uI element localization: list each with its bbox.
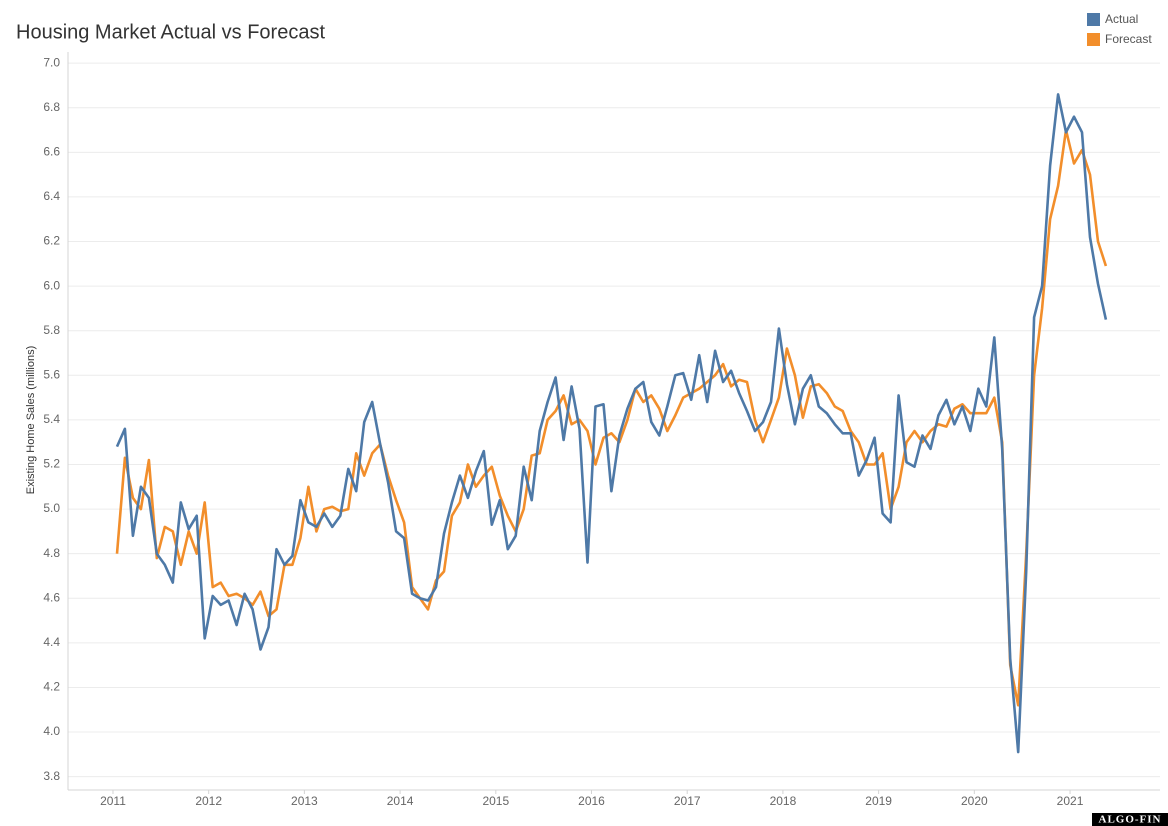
y-tick-label: 7.0 <box>43 55 60 69</box>
x-tick-label: 2012 <box>195 794 222 808</box>
x-tick-label: 2017 <box>674 794 701 808</box>
x-tick-label: 2015 <box>482 794 509 808</box>
x-tick-label: 2016 <box>578 794 605 808</box>
y-tick-label: 5.4 <box>43 412 60 426</box>
watermark-box <box>1092 813 1168 826</box>
y-tick-label: 4.0 <box>43 724 60 738</box>
watermark: ALGO-FIN <box>1099 814 1162 826</box>
x-tick-label: 2021 <box>1057 794 1084 808</box>
x-tick-label: 2020 <box>961 794 988 808</box>
y-tick-label: 4.6 <box>43 590 60 604</box>
y-tick-label: 3.8 <box>43 769 60 783</box>
y-tick-label: 5.0 <box>43 501 60 515</box>
legend-label: Actual <box>1105 12 1138 26</box>
y-tick-label: 4.8 <box>43 546 60 560</box>
y-tick-label: 6.2 <box>43 234 60 248</box>
y-tick-label: 5.6 <box>43 367 60 381</box>
y-tick-label: 6.0 <box>43 278 60 292</box>
series-line <box>115 93 1108 754</box>
y-tick-label: 6.4 <box>43 189 60 203</box>
legend-swatch <box>1087 33 1100 46</box>
x-tick-label: 2019 <box>865 794 892 808</box>
x-tick-label: 2014 <box>387 794 414 808</box>
legend-label: Forecast <box>1105 32 1152 46</box>
x-tick-label: 2013 <box>291 794 318 808</box>
x-tick-label: 2011 <box>100 794 126 808</box>
x-tick-label: 2018 <box>770 794 797 808</box>
y-axis-label: Existing Home Sales (millions) <box>25 346 37 495</box>
series-line <box>115 128 1108 707</box>
y-tick-label: 6.8 <box>43 100 60 114</box>
y-tick-label: 5.2 <box>43 457 60 471</box>
y-tick-label: 5.8 <box>43 323 60 337</box>
y-tick-label: 4.4 <box>43 635 60 649</box>
y-tick-label: 6.6 <box>43 145 60 159</box>
chart-title: Housing Market Actual vs Forecast <box>16 21 325 43</box>
legend-swatch <box>1087 13 1100 26</box>
y-tick-label: 4.2 <box>43 680 60 694</box>
